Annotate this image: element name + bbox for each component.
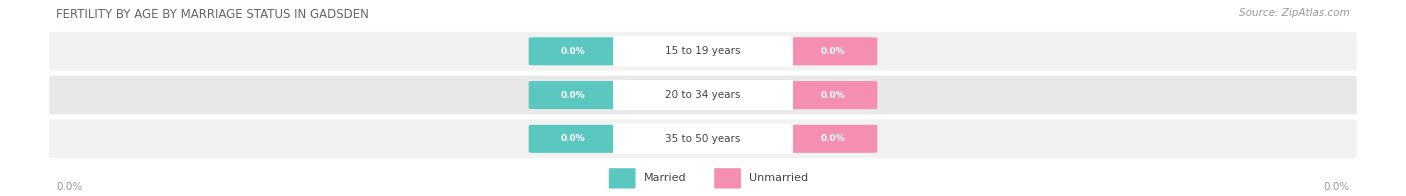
Text: 20 to 34 years: 20 to 34 years: [665, 90, 741, 100]
FancyBboxPatch shape: [529, 125, 617, 153]
FancyBboxPatch shape: [49, 120, 1357, 158]
FancyBboxPatch shape: [789, 81, 877, 109]
Text: 0.0%: 0.0%: [56, 182, 83, 192]
FancyBboxPatch shape: [609, 168, 636, 189]
Text: 0.0%: 0.0%: [561, 91, 585, 100]
FancyBboxPatch shape: [613, 80, 793, 110]
Text: Source: ZipAtlas.com: Source: ZipAtlas.com: [1239, 8, 1350, 18]
Text: 15 to 19 years: 15 to 19 years: [665, 46, 741, 56]
FancyBboxPatch shape: [613, 124, 793, 154]
FancyBboxPatch shape: [714, 168, 741, 189]
Text: 0.0%: 0.0%: [561, 134, 585, 143]
Text: 0.0%: 0.0%: [821, 91, 845, 100]
FancyBboxPatch shape: [789, 37, 877, 65]
Text: 0.0%: 0.0%: [821, 47, 845, 56]
Text: 0.0%: 0.0%: [561, 47, 585, 56]
Text: FERTILITY BY AGE BY MARRIAGE STATUS IN GADSDEN: FERTILITY BY AGE BY MARRIAGE STATUS IN G…: [56, 8, 370, 21]
FancyBboxPatch shape: [529, 37, 617, 65]
FancyBboxPatch shape: [789, 125, 877, 153]
FancyBboxPatch shape: [613, 36, 793, 66]
Text: Unmarried: Unmarried: [749, 173, 808, 183]
FancyBboxPatch shape: [529, 81, 617, 109]
Text: 0.0%: 0.0%: [821, 134, 845, 143]
Text: Married: Married: [644, 173, 686, 183]
Text: 35 to 50 years: 35 to 50 years: [665, 134, 741, 144]
Text: 0.0%: 0.0%: [1323, 182, 1350, 192]
FancyBboxPatch shape: [49, 76, 1357, 114]
FancyBboxPatch shape: [49, 32, 1357, 71]
